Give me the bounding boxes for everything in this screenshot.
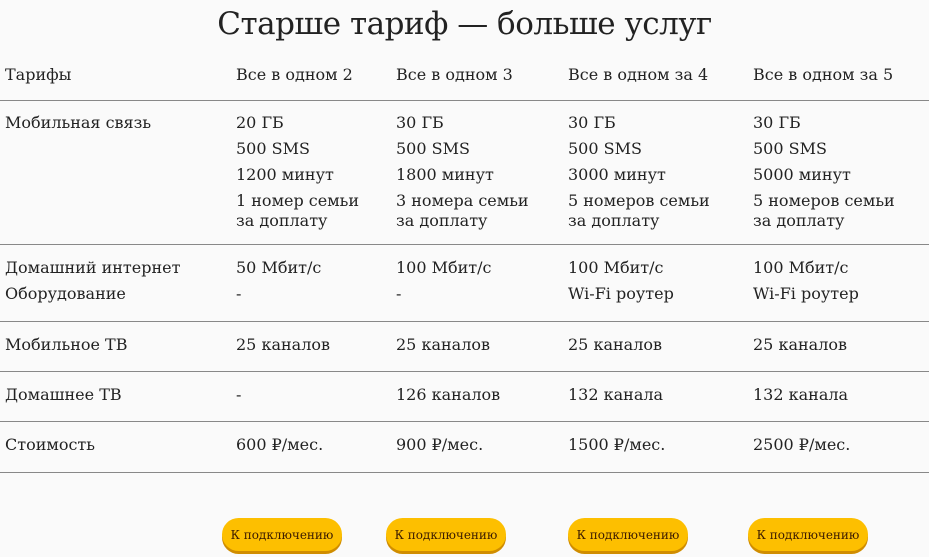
value-line: 500 SMS	[568, 139, 642, 158]
value-line: 3 номера семьи	[396, 191, 529, 210]
page-title: Старше тариф — больше услуг	[217, 6, 712, 42]
value-line: -	[236, 385, 242, 404]
value-line: за доплату	[753, 211, 845, 230]
value-line: 500 SMS	[236, 139, 310, 158]
plan-value: 1500 ₽/мес.	[568, 432, 665, 458]
row-label: Мобильная связь	[5, 110, 151, 136]
row-label: Домашнее ТВ	[5, 382, 122, 408]
plan-value: 25 каналов	[753, 332, 847, 358]
value-line: 30 ГБ	[753, 113, 801, 132]
plan-value: 100 Мбит/с -	[396, 255, 492, 307]
connect-button[interactable]: К подключению	[568, 518, 688, 551]
row-label: Мобильное ТВ	[5, 332, 127, 358]
connect-button[interactable]: К подключению	[222, 518, 342, 551]
value-line: 132 канала	[753, 385, 849, 404]
value-line: 1 номер семьи	[236, 191, 360, 210]
value-line: 100 Мбит/с	[753, 258, 849, 277]
plan-value: 25 каналов	[568, 332, 662, 358]
plan-value: 600 ₽/мес.	[236, 432, 323, 458]
connect-button[interactable]: К подключению	[386, 518, 506, 551]
value-line: 126 каналов	[396, 385, 501, 404]
plan-value: 126 каналов	[396, 382, 500, 408]
plan-value: 900 ₽/мес.	[396, 432, 483, 458]
plan-name: Все в одном 3	[396, 65, 513, 84]
value-line: 3000 минут	[568, 165, 666, 184]
value-line: 5 номеров семьи	[753, 191, 895, 210]
plan-value: 2500 ₽/мес.	[753, 432, 850, 458]
value-line: 1800 минут	[396, 165, 494, 184]
value-line: за доплату	[568, 211, 660, 230]
row-label-line: Оборудование	[5, 284, 126, 303]
value-line: Wi-Fi роутер	[753, 284, 859, 303]
value-line: 132 канала	[568, 385, 664, 404]
value-line: 600 ₽/мес.	[236, 435, 324, 454]
plan-value: 50 Мбит/с -	[236, 255, 321, 307]
value-line: 5 номеров семьи	[568, 191, 710, 210]
header-row: Тарифы Все в одном 2 Все в одном 3 Все в од…	[0, 60, 929, 101]
row-label-line: Мобильное ТВ	[5, 335, 128, 354]
row-label: Стоимость	[5, 432, 95, 458]
plan-value: -	[236, 382, 241, 408]
value-line: 25 каналов	[568, 335, 662, 354]
value-line: 500 SMS	[753, 139, 827, 158]
value-line: 25 каналов	[396, 335, 490, 354]
row-label-line: Стоимость	[5, 435, 95, 454]
value-line: 5000 минут	[753, 165, 851, 184]
value-line: 500 SMS	[396, 139, 470, 158]
value-line: 100 Мбит/с	[396, 258, 492, 277]
value-line: 30 ГБ	[396, 113, 444, 132]
plan-value: 25 каналов	[396, 332, 490, 358]
plan-value: 30 ГБ 500 SMS 5000 минут 5 номеров семьи за …	[753, 110, 895, 234]
plan-value: 100 Мбит/с Wi-Fi роутер	[753, 255, 859, 307]
value-line: за доплату	[396, 211, 488, 230]
value-line: Wi-Fi роутер	[568, 284, 674, 303]
row-label-line: Домашний интернет	[5, 258, 181, 277]
table-row: Мобильная связь 20 ГБ 500 SMS 1200 минут 1 н…	[0, 100, 929, 245]
table-row: Домашний интернет Оборудование 50 Мбит/с -1…	[0, 245, 929, 322]
plan-name: Все в одном за 4	[568, 65, 709, 84]
plan-name: Все в одном за 5	[753, 65, 894, 84]
table-row: Мобильное ТВ 25 каналов 25 каналов 25 канал…	[0, 322, 929, 372]
plan-value: 132 канала	[568, 382, 663, 408]
value-line: 1500 ₽/мес.	[568, 435, 666, 454]
plan-value: 25 каналов	[236, 332, 330, 358]
value-line: 30 ГБ	[568, 113, 616, 132]
value-line: 20 ГБ	[236, 113, 284, 132]
value-line: 900 ₽/мес.	[396, 435, 484, 454]
value-line: 50 Мбит/с	[236, 258, 322, 277]
row-label-line: Мобильная связь	[5, 113, 152, 132]
value-line: за доплату	[236, 211, 328, 230]
plan-value: 30 ГБ 500 SMS 3000 минут 5 номеров семьи за …	[568, 110, 710, 234]
table-row: Стоимость 600 ₽/мес. 900 ₽/мес. 1500 ₽/мес…	[0, 422, 929, 473]
value-line: 100 Мбит/с	[568, 258, 664, 277]
row-label: Домашний интернет Оборудование	[5, 255, 180, 307]
connect-button[interactable]: К подключению	[748, 518, 868, 551]
value-line: 25 каналов	[236, 335, 330, 354]
row-label-line: Домашнее ТВ	[5, 385, 122, 404]
table-row: Домашнее ТВ - 126 каналов 132 канала 132 кан…	[0, 372, 929, 422]
value-line: -	[396, 284, 402, 303]
plan-value: 20 ГБ 500 SMS 1200 минут 1 номер семьи за до…	[236, 110, 359, 234]
plan-value: 100 Мбит/с Wi-Fi роутер	[568, 255, 674, 307]
header-label: Тарифы	[5, 65, 72, 84]
value-line: 25 каналов	[753, 335, 847, 354]
plan-value: 132 канала	[753, 382, 848, 408]
value-line: 2500 ₽/мес.	[753, 435, 851, 454]
value-line: 1200 минут	[236, 165, 334, 184]
plan-name: Все в одном 2	[236, 65, 353, 84]
value-line: -	[236, 284, 242, 303]
plan-value: 30 ГБ 500 SMS 1800 минут 3 номера семьи за д…	[396, 110, 529, 234]
